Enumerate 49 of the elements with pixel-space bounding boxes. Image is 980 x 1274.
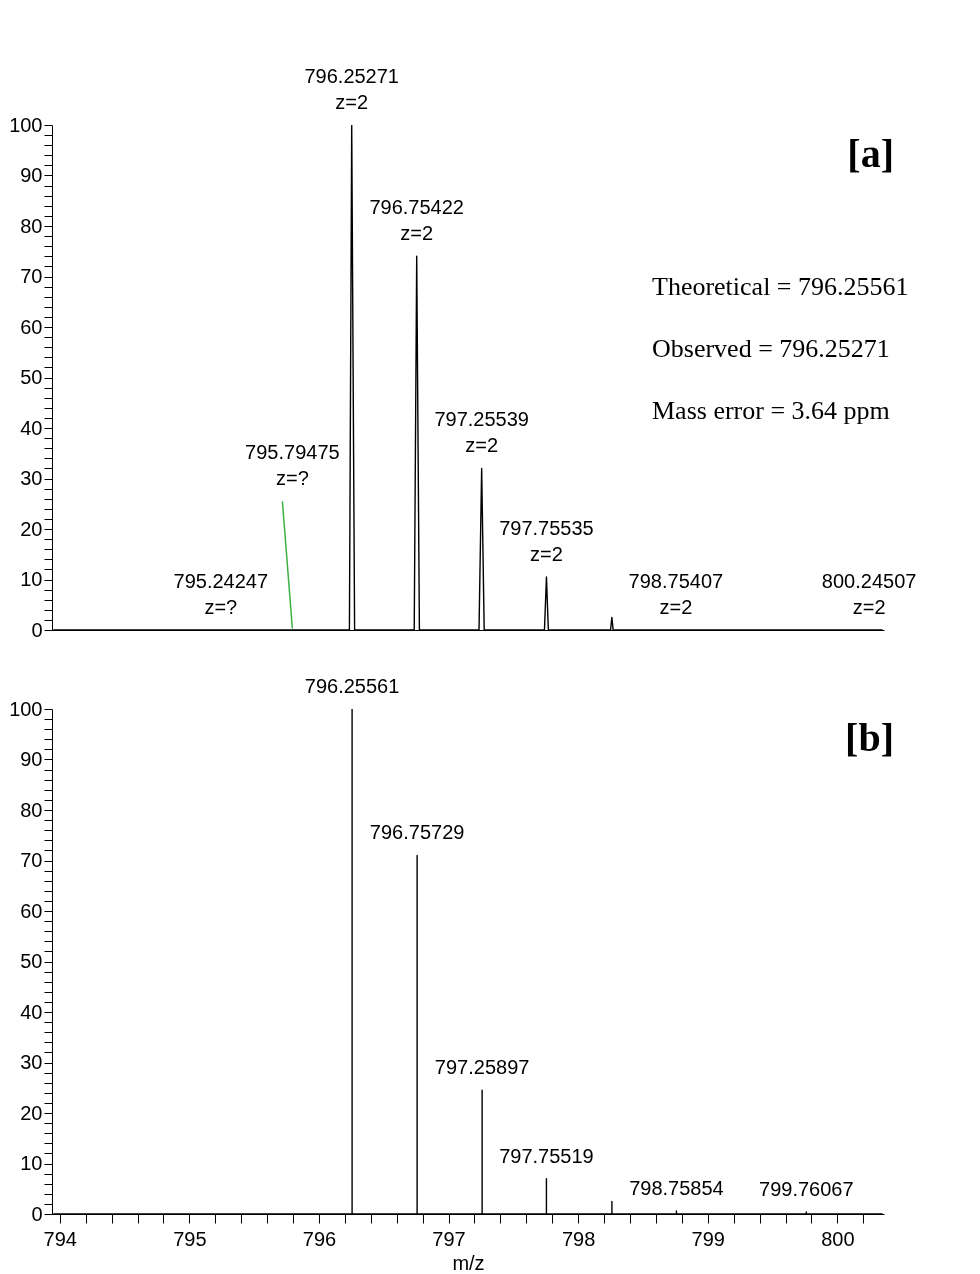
x-tick-label: 797 xyxy=(432,1227,466,1250)
annotation: Observed = 796.25271 xyxy=(652,334,890,363)
annotation: 797.25539 z=2 xyxy=(434,408,529,457)
annotation: 797.75519 xyxy=(499,1144,594,1167)
y-tick-label: 100 xyxy=(9,113,43,136)
annotation: 797.75535 z=2 xyxy=(499,516,594,565)
annotation: 796.25561 xyxy=(304,675,400,697)
annotation: 795.79475 z=? xyxy=(245,441,340,490)
y-tick-label: 0 xyxy=(31,1202,43,1225)
y-tick-label: 10 xyxy=(20,568,43,590)
x-tick-label: 796 xyxy=(302,1227,337,1250)
annotation: 796.25271 z=2 xyxy=(304,65,399,113)
annotation: Mass error = 3.64 ppm xyxy=(652,396,890,425)
annotation: 796.75729 xyxy=(369,821,465,844)
y-tick-label: 70 xyxy=(20,265,43,287)
y-tick-label: 50 xyxy=(20,950,43,972)
x-tick-label: 795 xyxy=(173,1227,207,1250)
annotation: Theoretical = 796.25561 xyxy=(652,272,909,301)
annotation: 799.76067 xyxy=(759,1177,854,1200)
y-tick-label: 90 xyxy=(20,164,43,186)
y-tick-label: 30 xyxy=(20,1051,43,1073)
y-tick-label: 100 xyxy=(9,697,43,720)
y-tick-label: 20 xyxy=(20,1101,43,1124)
y-tick-label: 10 xyxy=(20,1152,43,1174)
x-tick-label: 798 xyxy=(561,1227,596,1250)
y-tick-label: 60 xyxy=(20,899,43,922)
annotation: [a] xyxy=(847,131,894,176)
annotation: 798.75854 xyxy=(629,1176,724,1199)
y-tick-label: 80 xyxy=(20,214,43,237)
annotation: 796.75422 z=2 xyxy=(369,196,464,245)
y-tick-label: 40 xyxy=(20,1000,43,1023)
y-tick-label: 30 xyxy=(20,467,43,489)
x-axis-title: m/z xyxy=(452,1251,485,1274)
y-tick-label: 90 xyxy=(20,748,43,770)
y-tick-label: 40 xyxy=(20,416,43,439)
x-tick-label: 800 xyxy=(821,1227,855,1250)
annotation: [b] xyxy=(845,715,894,760)
y-tick-label: 70 xyxy=(20,849,43,871)
x-tick-label: 799 xyxy=(691,1227,725,1250)
annotation: 797.25897 xyxy=(434,1056,530,1079)
y-tick-label: 50 xyxy=(20,366,43,388)
y-tick-label: 60 xyxy=(20,315,43,338)
x-tick-label: 794 xyxy=(43,1227,77,1250)
y-tick-label: 0 xyxy=(31,618,43,641)
annotation: 795.24247 z=? xyxy=(173,570,269,618)
annotation: 800.24507 z=2 xyxy=(821,570,917,618)
y-tick-label: 20 xyxy=(20,517,43,540)
y-tick-label: 80 xyxy=(20,798,43,821)
annotation: 798.75407 z=2 xyxy=(628,570,724,618)
